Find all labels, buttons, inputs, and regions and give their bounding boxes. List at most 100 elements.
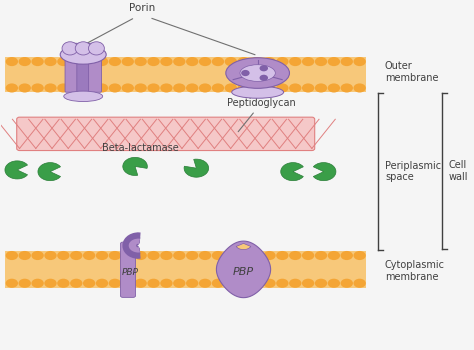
Circle shape xyxy=(225,279,237,288)
Circle shape xyxy=(289,57,301,66)
Circle shape xyxy=(96,57,108,66)
Text: PBP: PBP xyxy=(233,267,254,277)
Ellipse shape xyxy=(75,42,91,55)
Circle shape xyxy=(135,83,147,92)
Ellipse shape xyxy=(89,42,104,55)
Circle shape xyxy=(96,251,108,260)
Circle shape xyxy=(96,279,108,288)
Circle shape xyxy=(212,83,224,92)
Circle shape xyxy=(31,57,44,66)
Circle shape xyxy=(250,83,263,92)
Circle shape xyxy=(250,57,263,66)
Circle shape xyxy=(109,57,121,66)
Wedge shape xyxy=(281,163,303,181)
Wedge shape xyxy=(128,238,140,253)
Circle shape xyxy=(70,83,82,92)
Circle shape xyxy=(276,57,289,66)
Circle shape xyxy=(328,57,340,66)
Circle shape xyxy=(354,279,366,288)
Circle shape xyxy=(302,251,314,260)
Circle shape xyxy=(263,57,276,66)
Circle shape xyxy=(160,57,173,66)
FancyBboxPatch shape xyxy=(77,43,90,92)
Circle shape xyxy=(147,83,160,92)
FancyBboxPatch shape xyxy=(5,251,366,258)
Circle shape xyxy=(263,279,276,288)
Circle shape xyxy=(122,279,134,288)
FancyBboxPatch shape xyxy=(5,85,366,92)
Circle shape xyxy=(186,279,199,288)
Circle shape xyxy=(173,251,185,260)
Circle shape xyxy=(250,251,263,260)
Circle shape xyxy=(341,83,353,92)
Wedge shape xyxy=(123,158,147,175)
Circle shape xyxy=(122,57,134,66)
Circle shape xyxy=(237,57,250,66)
Text: Cytoplasmic
membrane: Cytoplasmic membrane xyxy=(385,260,445,282)
Circle shape xyxy=(147,251,160,260)
Circle shape xyxy=(135,251,147,260)
Wedge shape xyxy=(313,163,336,181)
Circle shape xyxy=(199,83,211,92)
Circle shape xyxy=(122,251,134,260)
Circle shape xyxy=(18,279,31,288)
Circle shape xyxy=(315,251,327,260)
Circle shape xyxy=(109,251,121,260)
Circle shape xyxy=(250,279,263,288)
Circle shape xyxy=(354,83,366,92)
Circle shape xyxy=(186,57,199,66)
Circle shape xyxy=(135,57,147,66)
Ellipse shape xyxy=(62,42,78,55)
FancyBboxPatch shape xyxy=(17,117,315,150)
Circle shape xyxy=(109,83,121,92)
Circle shape xyxy=(241,70,250,76)
Circle shape xyxy=(237,251,250,260)
Circle shape xyxy=(57,279,70,288)
Circle shape xyxy=(18,251,31,260)
Circle shape xyxy=(276,251,289,260)
Circle shape xyxy=(302,57,314,66)
Text: Peptidoglycan: Peptidoglycan xyxy=(227,98,296,132)
FancyBboxPatch shape xyxy=(89,43,101,92)
Circle shape xyxy=(83,57,95,66)
Wedge shape xyxy=(38,163,61,181)
Circle shape xyxy=(263,251,276,260)
Ellipse shape xyxy=(64,91,103,101)
Circle shape xyxy=(160,83,173,92)
Wedge shape xyxy=(184,159,209,177)
Circle shape xyxy=(18,83,31,92)
Circle shape xyxy=(31,251,44,260)
Circle shape xyxy=(225,251,237,260)
Circle shape xyxy=(302,279,314,288)
Circle shape xyxy=(44,57,57,66)
Circle shape xyxy=(237,279,250,288)
Circle shape xyxy=(173,279,185,288)
Text: Periplasmic
space: Periplasmic space xyxy=(385,161,441,182)
FancyBboxPatch shape xyxy=(120,242,136,298)
Circle shape xyxy=(289,83,301,92)
Circle shape xyxy=(173,83,185,92)
Circle shape xyxy=(70,57,82,66)
Text: Beta-lactamase: Beta-lactamase xyxy=(102,143,179,161)
Text: Outer
membrane: Outer membrane xyxy=(385,61,438,83)
Circle shape xyxy=(328,83,340,92)
Circle shape xyxy=(302,83,314,92)
Circle shape xyxy=(109,279,121,288)
Circle shape xyxy=(341,57,353,66)
Circle shape xyxy=(315,57,327,66)
Circle shape xyxy=(31,83,44,92)
Circle shape xyxy=(354,251,366,260)
Circle shape xyxy=(199,57,211,66)
Circle shape xyxy=(173,57,185,66)
Circle shape xyxy=(18,57,31,66)
Circle shape xyxy=(328,279,340,288)
Circle shape xyxy=(328,251,340,260)
Ellipse shape xyxy=(226,58,290,88)
Circle shape xyxy=(186,251,199,260)
Circle shape xyxy=(354,57,366,66)
Circle shape xyxy=(199,251,211,260)
Circle shape xyxy=(6,57,18,66)
Circle shape xyxy=(122,83,134,92)
Circle shape xyxy=(160,251,173,260)
Circle shape xyxy=(212,251,224,260)
